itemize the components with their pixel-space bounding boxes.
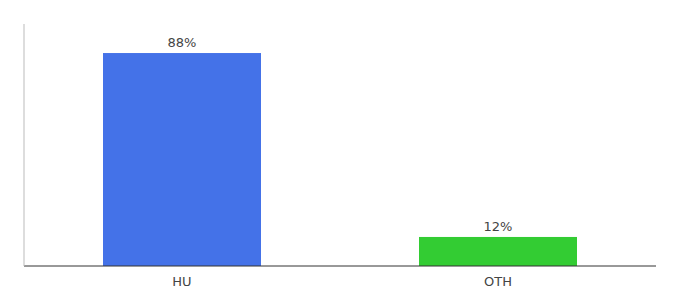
x-tick-label: HU bbox=[172, 274, 191, 289]
bar bbox=[103, 53, 261, 266]
y-axis-line bbox=[24, 24, 25, 266]
chart-svg: 88% HU 12% OTH bbox=[0, 0, 680, 300]
data-label: 12% bbox=[484, 219, 513, 234]
bars bbox=[103, 53, 577, 266]
x-tick-label: OTH bbox=[484, 274, 512, 289]
data-label: 88% bbox=[168, 35, 197, 50]
bar bbox=[419, 237, 577, 266]
chart-container: 88% HU 12% OTH bbox=[0, 0, 680, 300]
x-axis-line bbox=[24, 266, 656, 267]
